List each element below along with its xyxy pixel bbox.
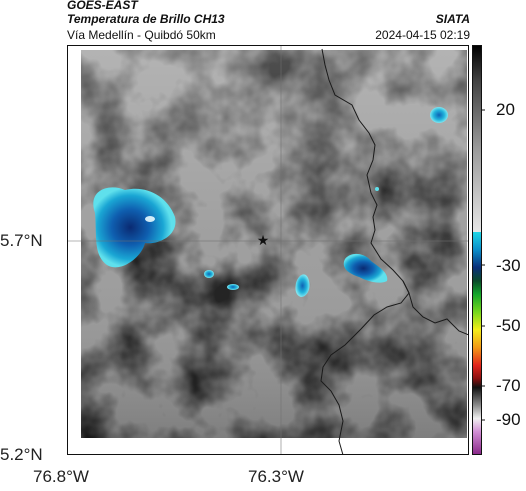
colorbar-tick: -30 [496,256,521,275]
agency-label: SIATA [435,12,470,26]
lon-label-west: 76.8°W [33,467,89,486]
colorbar-tick: 20 [496,100,515,119]
colorbar-tick: -90 [496,410,521,429]
product-title: Temperatura de Brillo CH13 [67,12,225,26]
colorbar-tick: -50 [496,316,521,335]
satellite-map[interactable]: ★ [67,45,469,455]
lat-label-north: 5.7°N [0,231,43,250]
datetime-label: 2024-04-15 02:19 [375,28,470,42]
satellite-title: GOES-EAST [67,0,138,12]
cloud-field [81,50,467,438]
country-border [320,48,469,455]
city-marker[interactable]: ★ [257,233,270,249]
lat-label-south: 5.2°N [0,445,43,464]
colorbar-tick: -70 [496,376,521,395]
graticule [67,45,469,455]
convective-cells [93,107,448,297]
temperature-colorbar [472,45,485,455]
lon-label-east: 76.3°W [248,467,304,486]
location-subtitle: Vía Medellín - Quibdó 50km [67,28,216,42]
star-icon: ★ [257,233,270,249]
